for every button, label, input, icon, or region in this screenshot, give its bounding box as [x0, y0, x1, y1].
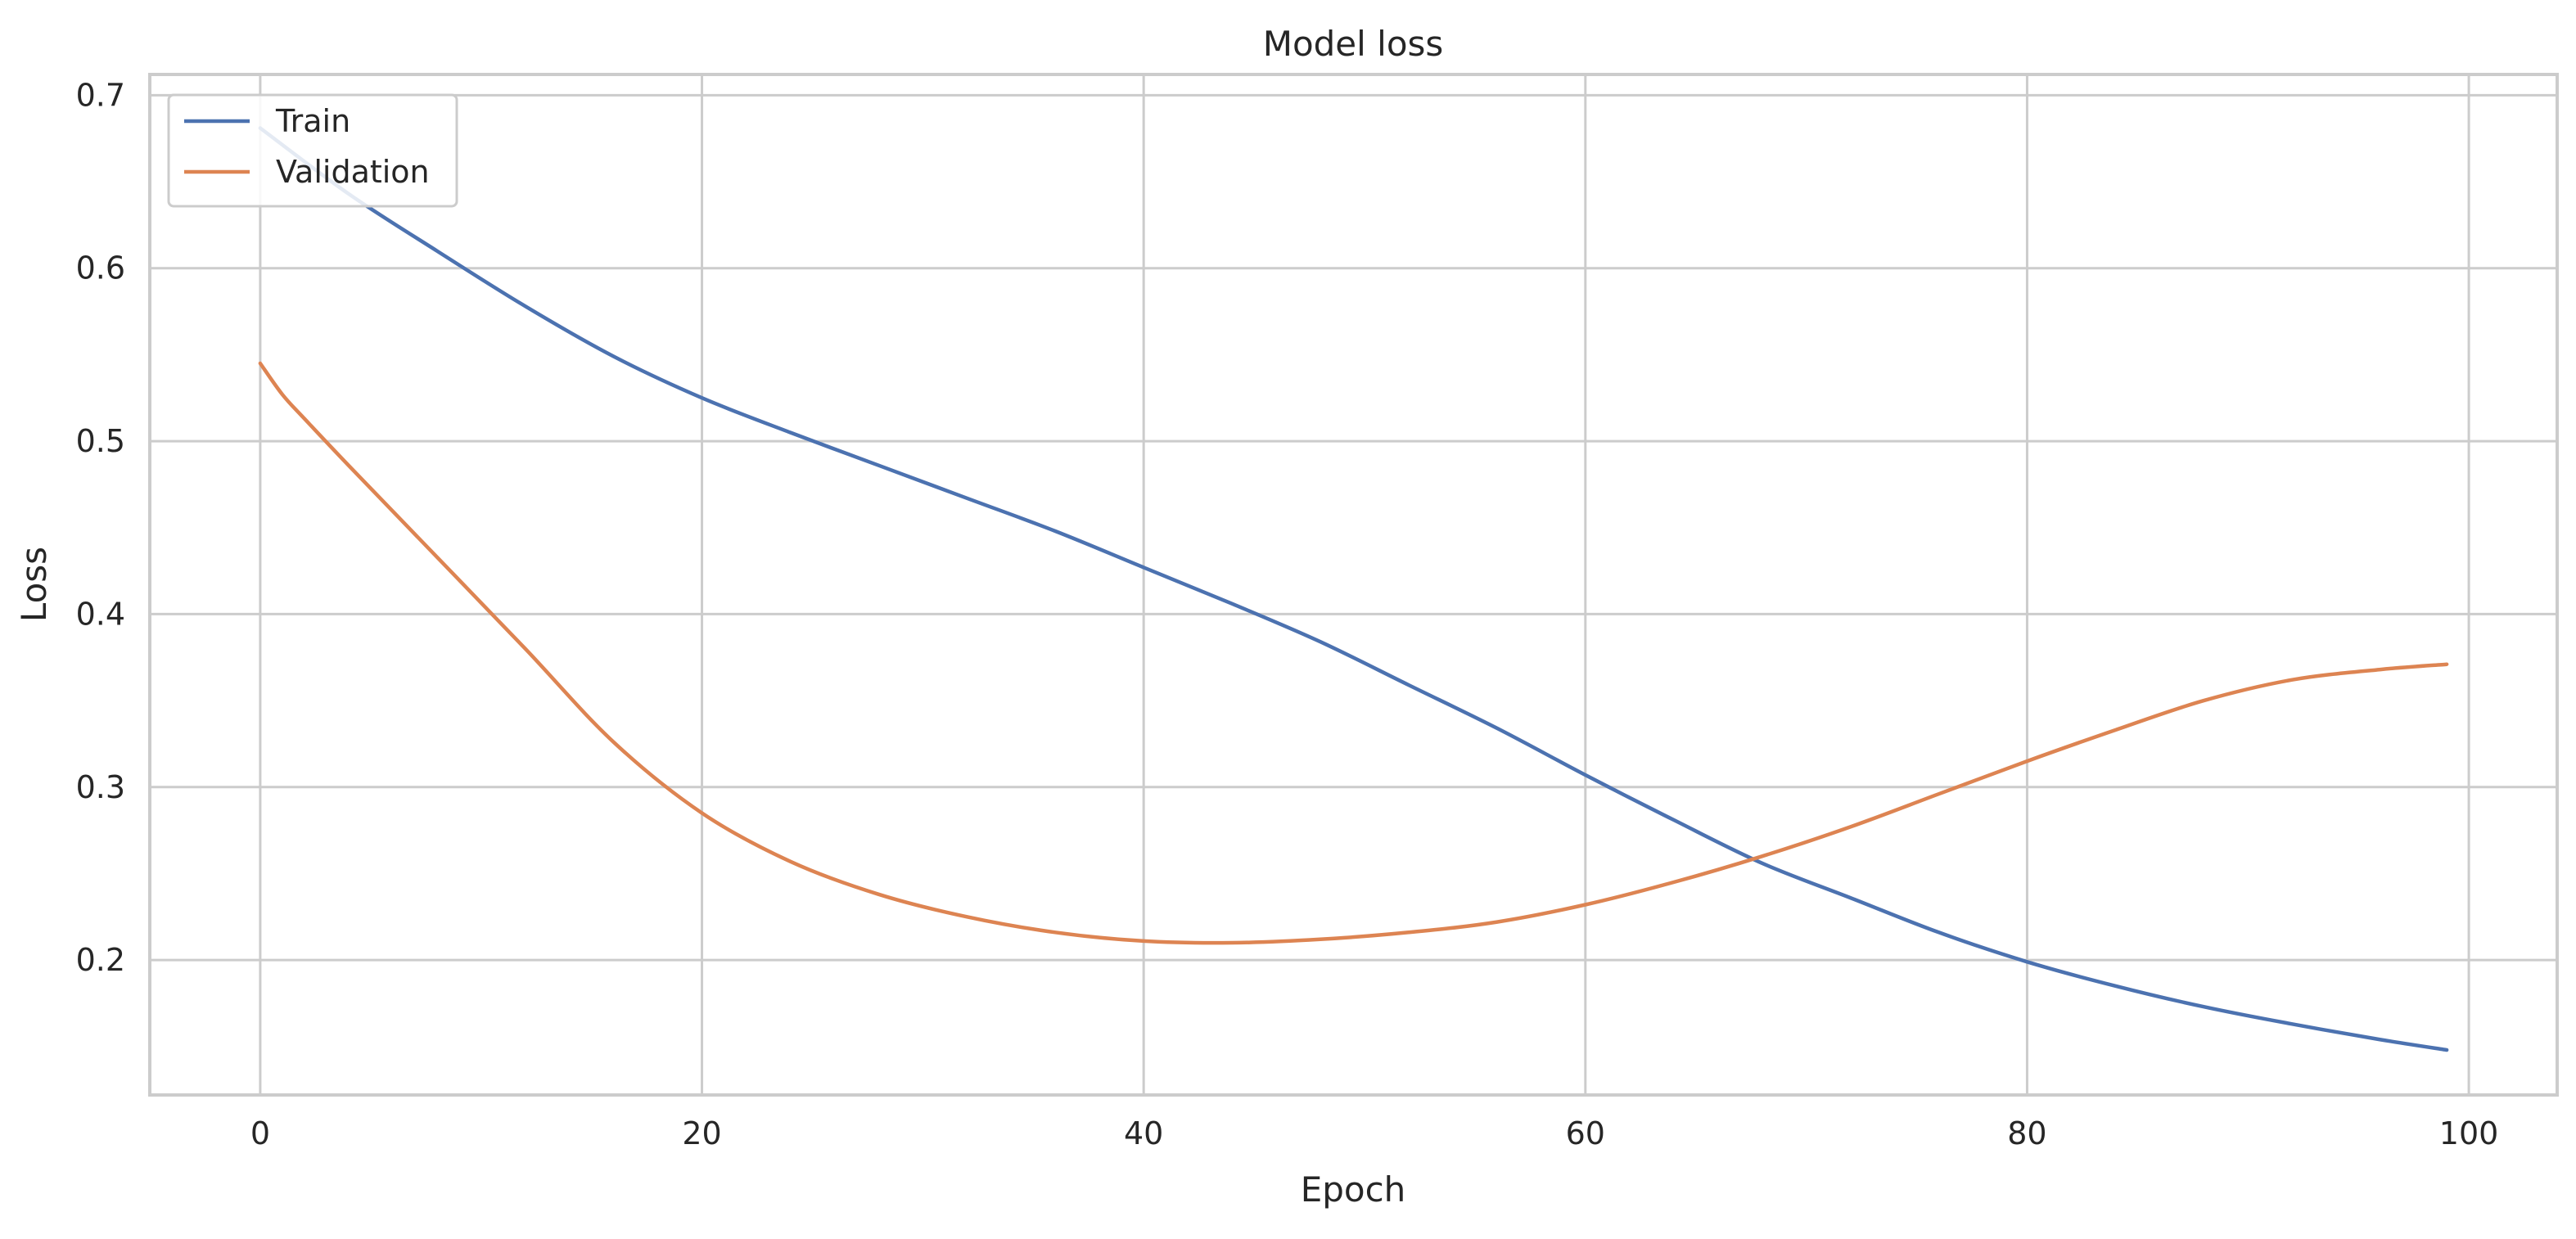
x-axis-label: Epoch: [1301, 1169, 1406, 1210]
x-tick-label: 0: [250, 1115, 270, 1151]
y-axis-label: Loss: [14, 547, 54, 622]
x-tick-label: 20: [682, 1115, 721, 1151]
x-tick-label: 80: [2007, 1115, 2046, 1151]
series-line-validation: [258, 361, 2449, 945]
grid-layer: [150, 74, 2557, 1095]
x-tick-label: 100: [2439, 1115, 2499, 1151]
y-tick-label: 0.3: [76, 769, 125, 805]
legend-label-validation: Validation: [276, 154, 430, 190]
legend-label-train: Train: [275, 103, 350, 139]
y-tick-label: 0.5: [76, 423, 125, 459]
x-tick-label: 40: [1124, 1115, 1163, 1151]
y-tick-label: 0.6: [76, 250, 125, 286]
series-line-train: [258, 126, 2449, 1052]
x-tick-label: 60: [1566, 1115, 1605, 1151]
y-tick-label: 0.4: [76, 596, 125, 632]
y-tick-label: 0.2: [76, 942, 125, 978]
tick-label-layer: 0 20 40 60 80 100 0.2 0.3 0.4 0.5 0.6 0.7: [76, 77, 2499, 1151]
legend: Train Validation: [167, 93, 458, 208]
plot-area: [148, 73, 2559, 1097]
y-tick-label: 0.7: [76, 77, 125, 113]
series-layer: [258, 126, 2449, 1052]
chart-title: Model loss: [1263, 24, 1444, 64]
